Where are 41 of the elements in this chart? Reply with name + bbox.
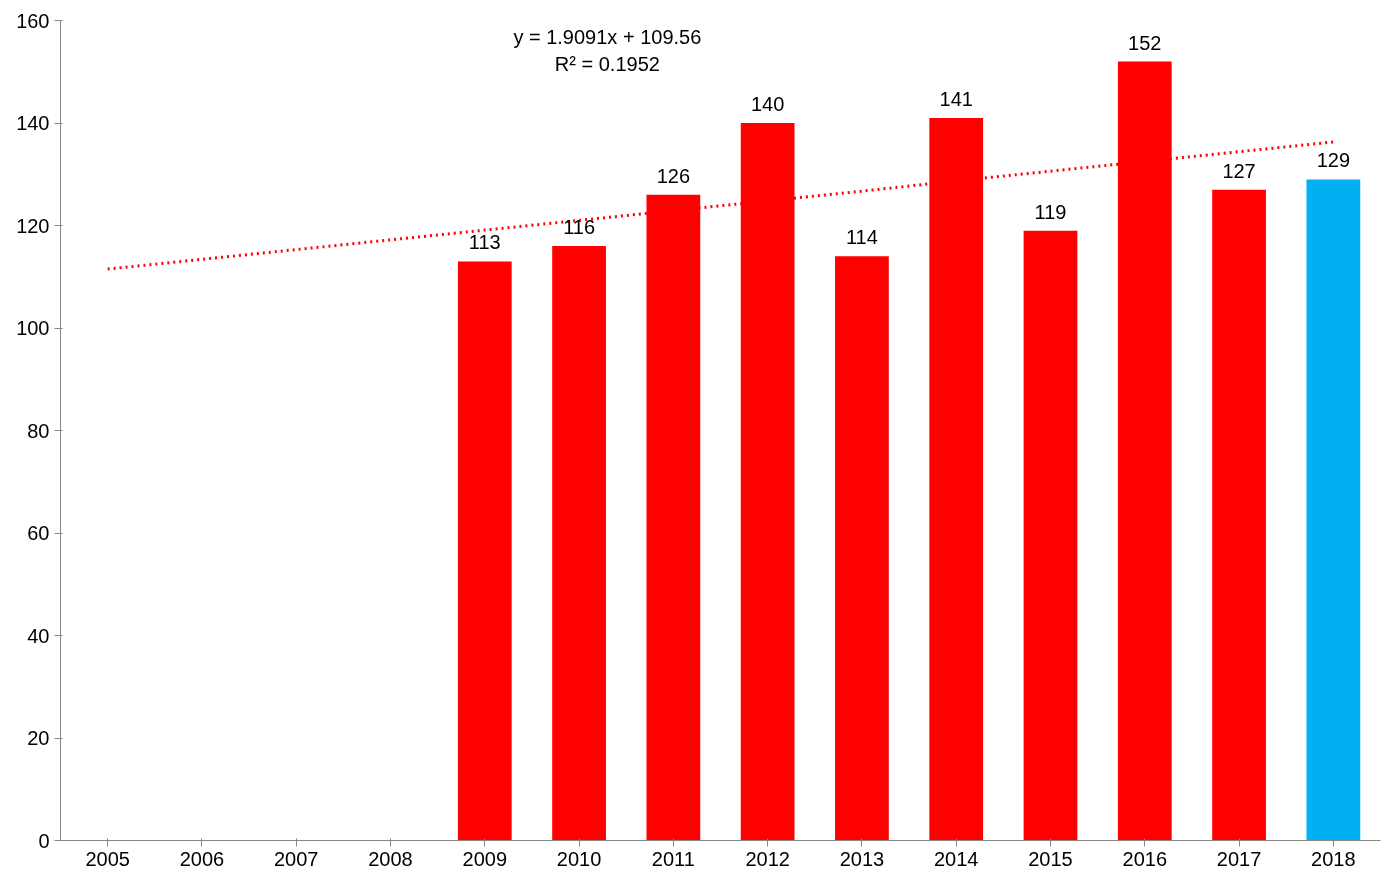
x-tick-label: 2014 xyxy=(933,847,979,870)
x-tick-label: 2005 xyxy=(85,847,130,870)
bar xyxy=(457,261,512,841)
x-tick-label: 2015 xyxy=(1028,847,1073,870)
x-tick-label: 2013 xyxy=(839,847,885,870)
data-label: 129 xyxy=(1316,149,1351,172)
x-tick-label: 2016 xyxy=(1122,847,1168,870)
x-tick-label: 2010 xyxy=(556,847,602,870)
y-tick-label: 20 xyxy=(27,727,50,749)
y-tick-label: 100 xyxy=(16,317,50,339)
bar xyxy=(835,256,889,841)
data-label: 141 xyxy=(939,87,973,110)
y-tick-label: 0 xyxy=(38,829,50,852)
data-label: 114 xyxy=(845,226,878,249)
data-label: 152 xyxy=(1128,31,1162,54)
bar xyxy=(1023,230,1078,841)
x-tick-label: 2007 xyxy=(273,847,319,870)
x-tick-label: 2018 xyxy=(1311,847,1356,870)
y-tick-label: 160 xyxy=(16,9,50,32)
x-tick-label: 2006 xyxy=(179,847,225,870)
x-tick-label: 2012 xyxy=(745,847,790,870)
y-tick-label: 60 xyxy=(27,522,50,544)
data-label: 116 xyxy=(563,216,596,238)
annotation: R² = 0.1952 xyxy=(554,52,660,75)
y-tick-label: 40 xyxy=(27,624,50,647)
y-tick-label: 120 xyxy=(16,214,50,237)
x-tick-label: 2011 xyxy=(651,847,695,870)
data-label: 113 xyxy=(468,231,501,254)
bar xyxy=(1212,189,1266,841)
x-tick-label: 2009 xyxy=(462,847,508,870)
bar xyxy=(1306,179,1361,841)
x-tick-label: 2008 xyxy=(368,847,413,870)
data-label: 140 xyxy=(750,93,785,115)
y-tick-label: 140 xyxy=(16,112,50,134)
data-label: 126 xyxy=(656,164,691,187)
x-tick-label: 2017 xyxy=(1216,847,1262,870)
annotation: y = 1.9091x + 109.56 xyxy=(513,25,702,48)
data-label: 127 xyxy=(1222,159,1256,182)
data-label: 119 xyxy=(1034,200,1067,223)
y-tick-label: 80 xyxy=(27,419,50,442)
bar xyxy=(552,246,606,841)
